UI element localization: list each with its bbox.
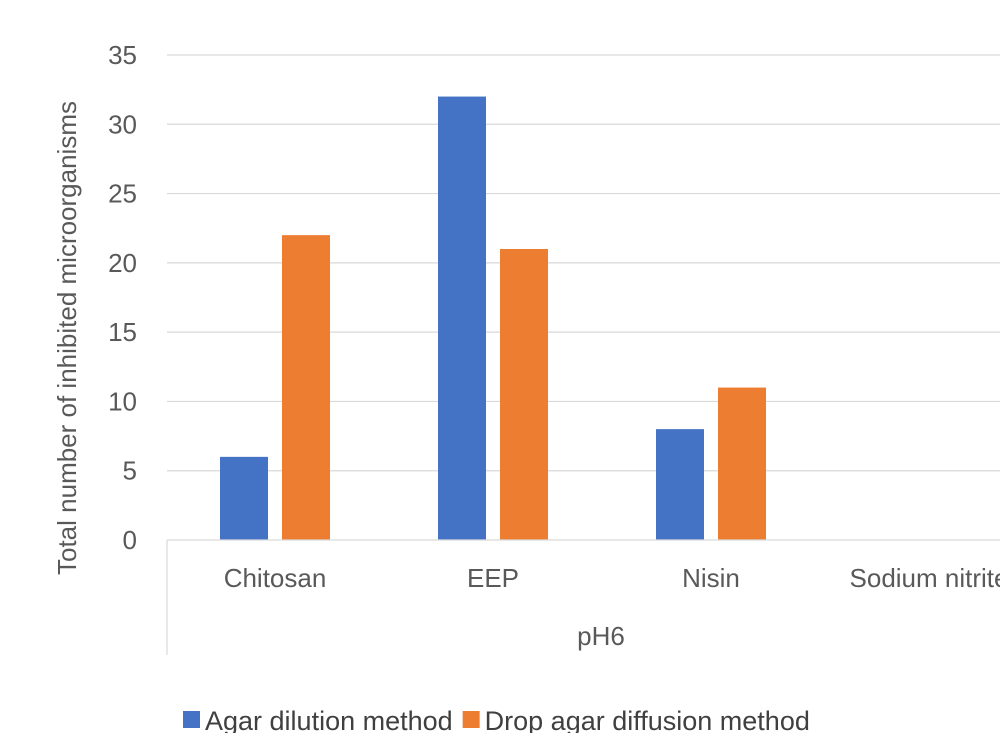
group-label: pH6 (577, 621, 625, 651)
y-tick-label: 35 (108, 40, 137, 70)
legend: Agar dilution method Drop agar diffusion … (183, 706, 810, 733)
bar (282, 235, 330, 540)
y-tick-label: 0 (123, 525, 137, 555)
y-tick-label: 25 (108, 179, 137, 209)
y-tick-labels: 0 5 10 15 20 25 30 35 (108, 40, 137, 555)
bar (718, 387, 766, 540)
y-axis-title: Total number of inhibited microorganisms (52, 101, 82, 575)
category-labels: Chitosan EEP Nisin Sodium nitrite (224, 563, 1000, 593)
category-label: Nisin (682, 563, 740, 593)
legend-label: Agar dilution method (205, 706, 453, 733)
bars (220, 96, 766, 541)
bar (438, 96, 486, 541)
legend-swatch (462, 711, 480, 728)
category-label: Chitosan (224, 563, 327, 593)
bar (500, 249, 548, 540)
legend-label: Drop agar diffusion method (485, 706, 810, 733)
y-tick-label: 20 (108, 248, 137, 278)
y-tick-label: 30 (108, 109, 137, 139)
legend-swatch (183, 711, 200, 728)
x-axis (166, 539, 1000, 655)
bar (656, 429, 704, 540)
bar (220, 456, 268, 540)
category-label: Sodium nitrite (850, 563, 1000, 593)
y-tick-label: 15 (108, 317, 137, 347)
category-label: EEP (467, 563, 519, 593)
y-tick-label: 10 (108, 386, 137, 416)
y-tick-label: 5 (123, 456, 137, 486)
